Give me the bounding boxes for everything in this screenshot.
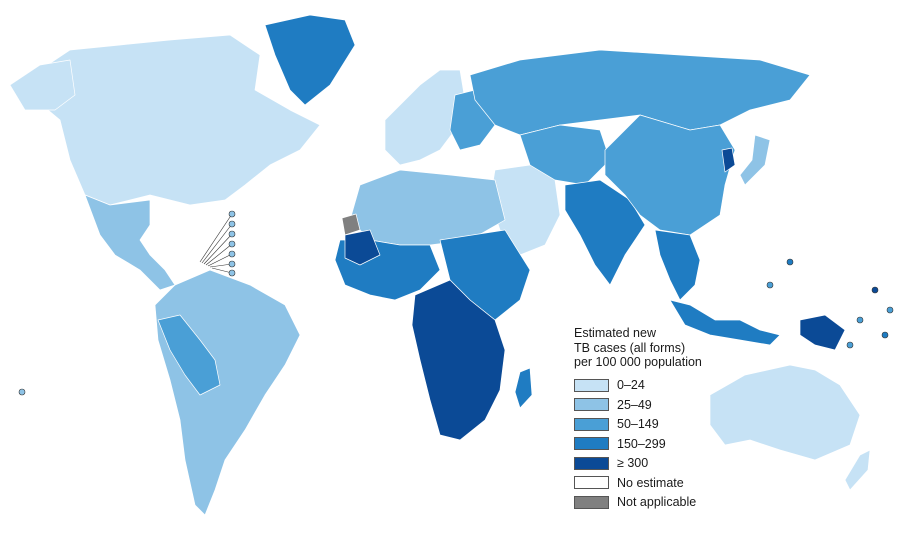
region-southeast-asia xyxy=(654,229,701,301)
map-legend: Estimated new TB cases (all forms) per 1… xyxy=(574,326,774,512)
region-south-asia xyxy=(564,179,646,286)
legend-label: ≥ 300 xyxy=(617,456,649,471)
legend-label: Not applicable xyxy=(617,495,697,510)
legend-label: 50–149 xyxy=(617,417,659,432)
region-central-southern-africa xyxy=(411,279,506,441)
region-new-zealand xyxy=(844,449,871,491)
region-alaska xyxy=(9,59,76,111)
legend-label: No estimate xyxy=(617,475,684,490)
region-madagascar xyxy=(514,367,533,409)
legend-item: 0–24 xyxy=(574,376,774,396)
legend-swatch xyxy=(574,437,609,451)
region-japan xyxy=(739,134,771,186)
legend-swatch xyxy=(574,417,609,431)
region-north-america xyxy=(29,34,321,206)
legend-swatch xyxy=(574,476,609,490)
region-mauritania xyxy=(344,229,381,266)
legend-item: 50–149 xyxy=(574,415,774,435)
legend-label: 150–299 xyxy=(617,436,666,451)
legend-label: 0–24 xyxy=(617,378,645,393)
legend-item: No estimate xyxy=(574,473,774,493)
legend-swatch xyxy=(574,398,609,412)
legend-swatch xyxy=(574,456,609,470)
region-korea xyxy=(721,147,736,173)
region-greenland xyxy=(264,14,356,106)
legend-title-line: TB cases (all forms) xyxy=(574,340,686,355)
region-png xyxy=(799,314,846,351)
legend-label: 25–49 xyxy=(617,397,652,412)
pacific-island-markers xyxy=(18,258,894,396)
region-south-america xyxy=(154,269,301,516)
legend-swatch xyxy=(574,495,609,509)
region-china xyxy=(604,114,736,236)
caribbean-callouts xyxy=(199,210,236,277)
legend-item: 150–299 xyxy=(574,434,774,454)
legend-title: Estimated new TB cases (all forms) per 1… xyxy=(574,326,774,370)
region-peru-bolivia xyxy=(157,314,221,396)
legend-title-line: per 100 000 population xyxy=(574,355,702,369)
legend-title-line: Estimated new xyxy=(574,326,656,340)
region-australia xyxy=(709,364,861,461)
region-mexico-central-america xyxy=(84,194,176,291)
legend-item: ≥ 300 xyxy=(574,454,774,474)
legend-swatch xyxy=(574,378,609,392)
legend-item: Not applicable xyxy=(574,493,774,513)
region-indonesia xyxy=(669,299,781,346)
legend-item: 25–49 xyxy=(574,395,774,415)
region-central-asia xyxy=(519,124,611,186)
region-western-sahara xyxy=(341,213,361,236)
